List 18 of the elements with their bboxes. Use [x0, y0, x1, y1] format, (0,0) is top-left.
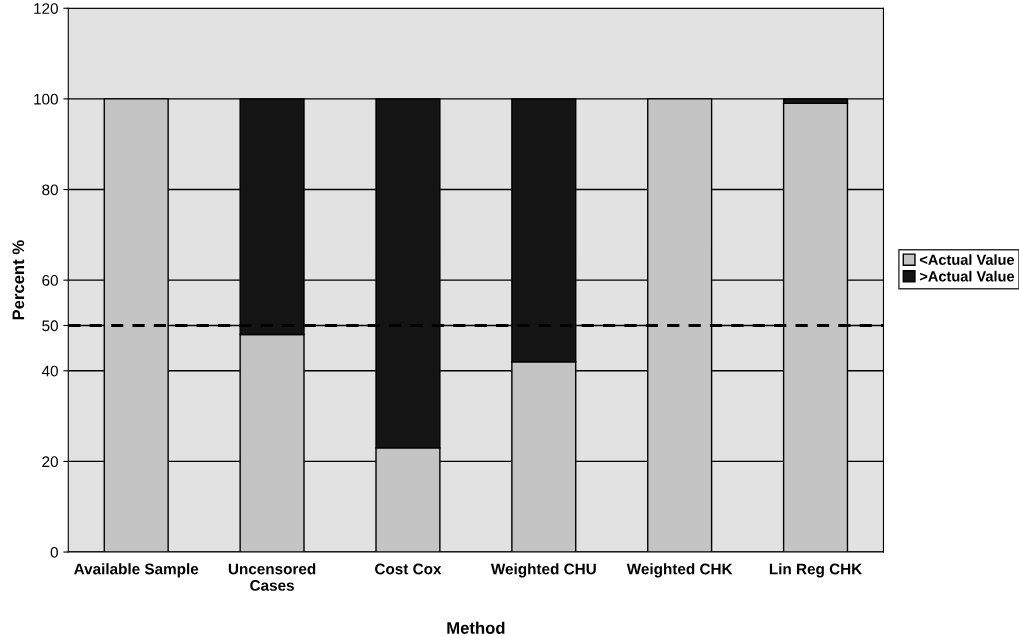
- y-tick-label: 80: [42, 184, 58, 196]
- x-tick-label: Weighted CHU: [490, 563, 596, 578]
- y-tick-label: 120: [34, 3, 58, 14]
- y-tick-label: 0: [50, 546, 58, 558]
- y-tick-label: 60: [42, 275, 58, 286]
- y-tick-label: 50: [42, 320, 58, 332]
- y-tick-label: 40: [41, 365, 58, 377]
- y-axis-title: Percent %: [12, 240, 25, 320]
- y-tick-label: 100: [34, 93, 58, 105]
- x-tick-label: Weighted CHK: [626, 563, 733, 578]
- x-axis-title: Method: [447, 621, 505, 634]
- x-tick-label: Cost Cox: [375, 563, 442, 575]
- y-tick-label: 20: [42, 456, 58, 468]
- x-tick-label: Lin Reg CHK: [769, 563, 863, 578]
- x-tick-label: Available Sample: [74, 563, 199, 578]
- legend-label: >Actual Value: [919, 270, 1015, 282]
- x-tick-label: Uncensored Cases: [228, 563, 316, 591]
- legend-label: <Actual Value: [919, 254, 1015, 265]
